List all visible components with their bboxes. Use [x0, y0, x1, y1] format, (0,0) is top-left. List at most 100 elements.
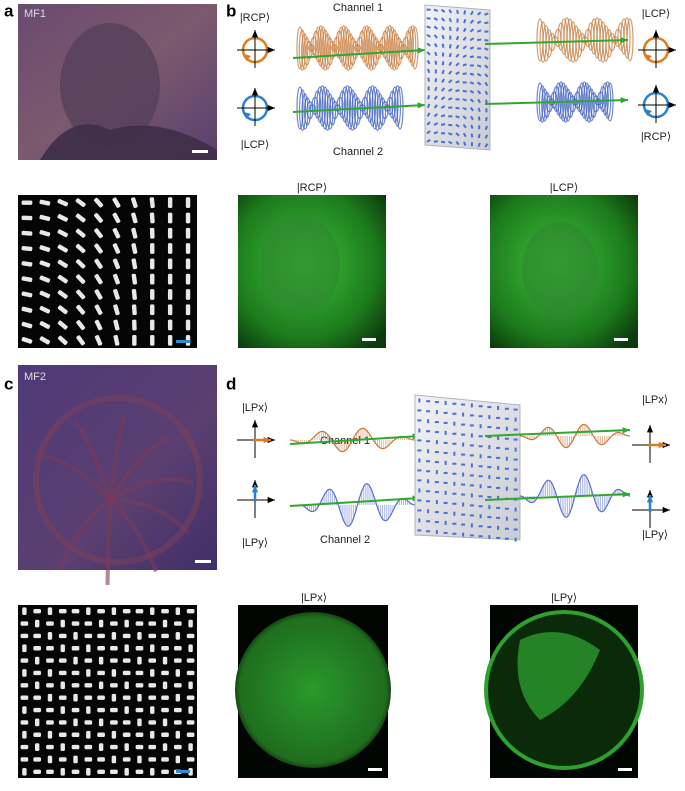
leaf: [108, 498, 158, 573]
panel-label: d: [226, 374, 236, 393]
meta-atom: [469, 514, 474, 517]
nanopillar: [22, 730, 27, 739]
metasurface: [414, 394, 521, 541]
portrait-shoulders: [40, 124, 217, 160]
nanopillar: [131, 258, 138, 270]
helix-stroke: [605, 29, 613, 58]
meta-atom: [426, 68, 431, 74]
nanopillar: [58, 757, 67, 762]
meta-atom: [484, 55, 489, 60]
meta-atom: [434, 69, 437, 74]
nanopillar: [47, 755, 53, 764]
meta-atom: [514, 447, 517, 452]
nanopillar: [137, 755, 142, 764]
nanopillar: [175, 632, 181, 640]
meta-atom: [426, 470, 431, 473]
helix-stroke: [356, 100, 364, 120]
nanopillar: [122, 608, 131, 614]
meta-atom: [433, 140, 438, 143]
meta-atom: [496, 476, 501, 479]
meta-atom: [470, 10, 474, 16]
nanopillar: [57, 274, 68, 284]
meta-atom: [433, 25, 439, 30]
nanopillar: [34, 743, 40, 751]
meta-atom: [448, 115, 453, 118]
helix-stroke: [365, 26, 373, 70]
nanopillar: [148, 757, 157, 762]
meta-atom: [462, 124, 467, 129]
nanopillar: [122, 633, 131, 639]
nanopillar: [58, 695, 67, 700]
meta-atom: [433, 113, 439, 118]
nanopillar: [162, 743, 168, 751]
nanopillar: [86, 706, 91, 714]
meta-atom: [476, 64, 482, 68]
nanopillar: [97, 695, 105, 700]
meta-atom: [513, 528, 518, 531]
meta-atom: [478, 405, 483, 408]
nanopillar: [186, 670, 195, 676]
meta-atom: [504, 437, 509, 440]
meta-atom: [469, 474, 474, 477]
nanopillar: [47, 730, 53, 739]
meta-atom: [463, 10, 467, 15]
nanopillar: [39, 290, 51, 299]
meta-atom: [469, 484, 474, 487]
nanopillar: [97, 646, 105, 651]
meta-atom: [484, 125, 489, 131]
meta-atom: [496, 486, 501, 489]
arrow-head: [622, 427, 630, 434]
nanopillar: [110, 621, 118, 626]
nanopillar: [173, 646, 182, 651]
nanopillar: [86, 669, 91, 677]
nanopillar: [148, 720, 157, 725]
nanopillar: [84, 720, 93, 725]
nanopillar: [34, 718, 40, 727]
meta-atom: [456, 18, 459, 23]
helix-stroke: [564, 88, 572, 122]
nanopillar: [21, 245, 33, 252]
meta-atom: [487, 426, 492, 429]
nanopillar: [22, 669, 27, 677]
helix-stroke: [374, 40, 382, 60]
nanopillar: [84, 621, 93, 626]
meta-atom: [513, 468, 518, 471]
meta-atom: [485, 99, 488, 104]
meta-atom: [505, 486, 508, 491]
meta-atom: [484, 90, 489, 96]
meta-atom: [435, 440, 438, 445]
nanopillar: [111, 693, 117, 702]
nanopillar: [97, 757, 105, 762]
nanopillar: [124, 681, 129, 690]
helix-stroke: [587, 88, 595, 122]
nanopillar: [39, 245, 51, 252]
nanopillar: [76, 335, 85, 346]
nanopillar: [39, 305, 51, 314]
nanopillar: [131, 243, 138, 254]
nanopillar: [21, 336, 33, 344]
nanopillar: [94, 273, 103, 285]
nanopillar: [98, 681, 104, 690]
nanopillar: [185, 289, 191, 300]
meta-atom: [426, 8, 431, 11]
helix-stroke: [545, 95, 553, 113]
meta-atom: [478, 535, 483, 538]
meta-atom: [469, 55, 475, 59]
nanopillar: [57, 229, 68, 238]
panel-label: b: [226, 1, 236, 20]
nanopillar: [132, 319, 137, 331]
meta-atom: [440, 114, 446, 118]
meta-atom: [448, 123, 453, 127]
meta-atom: [427, 479, 430, 484]
nanopillar: [167, 258, 173, 270]
meta-atom: [469, 424, 474, 427]
meta-atom: [426, 25, 431, 29]
meta-atom: [461, 433, 466, 436]
meta-atom: [469, 454, 474, 457]
meta-atom: [476, 72, 482, 77]
meta-atom: [433, 42, 438, 48]
nanopillar: [175, 755, 181, 764]
meta-atom: [453, 421, 456, 426]
nanopillar: [148, 695, 157, 700]
nanopillar: [131, 212, 138, 224]
